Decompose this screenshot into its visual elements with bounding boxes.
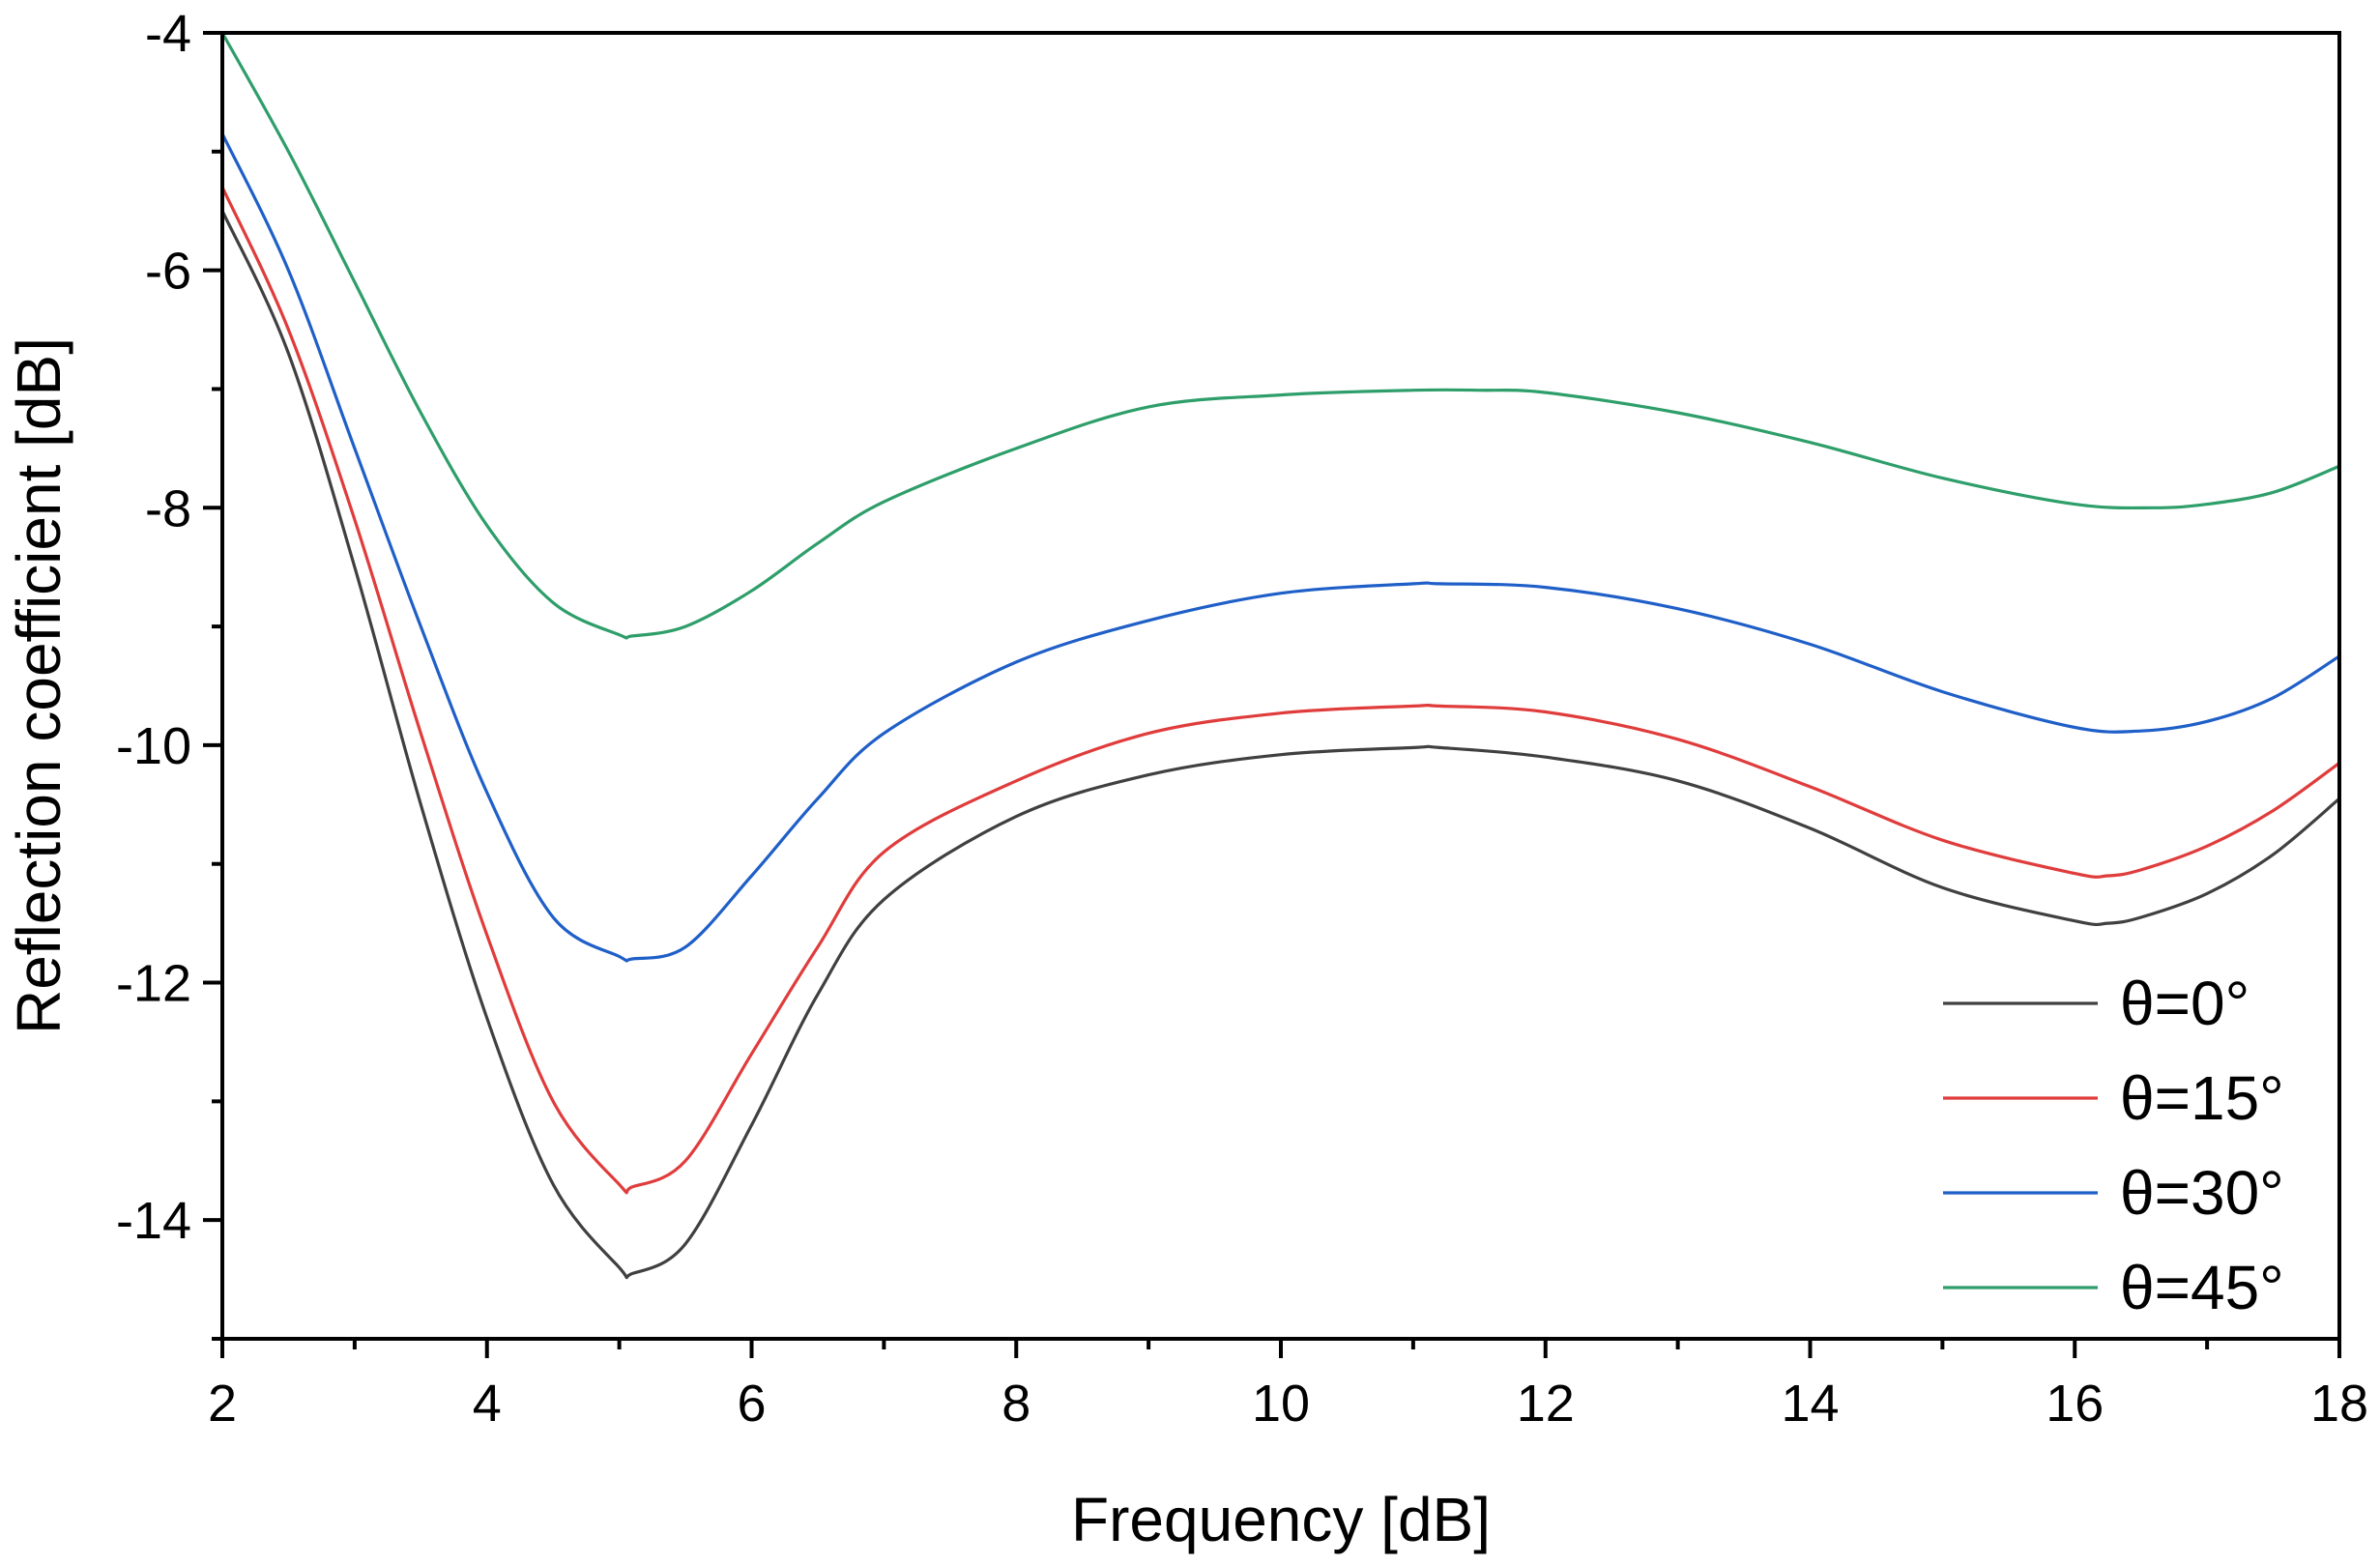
series-line-0	[220, 210, 2341, 1280]
x-tick-label: 16	[2046, 1375, 2104, 1433]
legend-label-2: θ=30°	[2120, 1158, 2284, 1228]
x-axis-title: Frequency [dB]	[1071, 1485, 1491, 1554]
x-tick-label: 18	[2310, 1375, 2368, 1433]
legend-label-0: θ=0°	[2120, 969, 2249, 1038]
y-axis-title: Reflection coefficient [dB]	[4, 337, 73, 1034]
legend: θ=0° θ=15° θ=30° θ=45°	[1943, 969, 2284, 1322]
x-tick-label: 8	[1001, 1375, 1030, 1433]
series-line-2	[220, 132, 2340, 963]
y-tick-label: -4	[145, 5, 191, 63]
x-tick-label: 2	[208, 1375, 237, 1433]
series-line-3	[220, 32, 2340, 640]
x-tick-label: 4	[473, 1375, 502, 1433]
x-tick-label: 14	[1781, 1375, 1839, 1433]
legend-label-3: θ=45°	[2120, 1253, 2284, 1322]
y-tick-label: -14	[116, 1192, 191, 1250]
y-tick-label: -12	[116, 955, 191, 1013]
x-tick-label: 12	[1517, 1375, 1575, 1433]
x-tick-label: 10	[1252, 1375, 1310, 1433]
y-tick-label: -8	[145, 479, 191, 537]
x-tick-label: 6	[737, 1375, 766, 1433]
legend-label-1: θ=15°	[2120, 1063, 2284, 1133]
y-tick-label: -10	[116, 717, 191, 775]
series-layer	[220, 32, 2341, 1280]
series-line-1	[220, 187, 2340, 1195]
y-tick-label: -6	[145, 243, 191, 301]
ticks-layer: 2 4 6 8 10 12 14 16 18 -14 -12 -10 -8 -6 -4	[116, 5, 2368, 1433]
